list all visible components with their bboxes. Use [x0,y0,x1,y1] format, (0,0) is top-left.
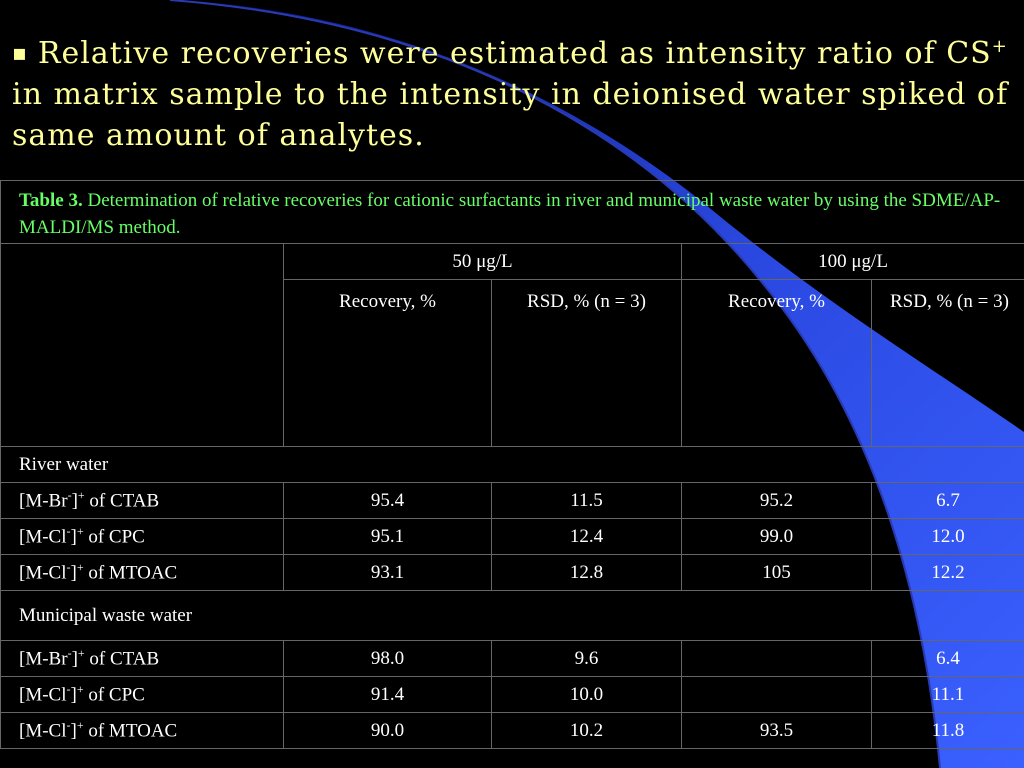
table-cell: 11.5 [491,482,682,519]
table-cell [681,676,872,713]
table-cell: 93.1 [283,554,492,591]
subheader-rsd-50: RSD, % (n = 3) [491,279,682,447]
caption-row: Table 3. Determination of relative recov… [0,180,1024,244]
row-label: [M-Cl-]+ of MTOAC [0,712,284,749]
table-row: [M-Cl-]+ of CPC 95.1 12.4 99.0 12.0 [0,518,1024,555]
row-label: [M-Cl-]+ of MTOAC [0,554,284,591]
row-label: [M-Cl-]+ of CPC [0,518,284,555]
bullet-icon: ▪ [12,41,28,66]
row-label: [M-Cl-]+ of CPC [0,676,284,713]
table-cell: 12.4 [491,518,682,555]
table-cell: 11.1 [870,676,1024,713]
group-header-row: 50 μg/L 100 μg/L [0,243,1024,447]
table-cell: 6.7 [870,482,1024,519]
table-cell [681,640,872,677]
section-row-municipal: Municipal waste water [0,590,1024,641]
slide-title: ▪ Relative recoveries were estimated as i… [12,26,1012,156]
table-cell: 105 [681,554,872,591]
table-cell: 11.8 [870,712,1024,749]
table-cell: 12.0 [870,518,1024,555]
table-row: [M-Br-]+ of CTAB 95.4 11.5 95.2 6.7 [0,482,1024,519]
table-row: [M-Cl-]+ of MTOAC 93.1 12.8 105 12.2 [0,554,1024,591]
table-cell: 9.6 [491,640,682,677]
subheader-row: Recovery, % RSD, % (n = 3) Recovery, % R… [1,279,1024,447]
table-cell: 95.2 [681,482,872,519]
table-cell: 90.0 [283,712,492,749]
table-cell: 10.2 [491,712,682,749]
table-cell: 12.2 [870,554,1024,591]
row-label: [M-Br-]+ of CTAB [0,482,284,519]
table-cell: 10.0 [491,676,682,713]
title-text-part2: in matrix sample to the intensity in dei… [12,77,1009,153]
caption-label: Table 3. [19,190,83,211]
group-header-50: 50 μg/L [283,243,682,280]
subheader-recovery-50: Recovery, % [283,279,492,447]
section-label: Municipal waste water [0,590,1024,641]
table-cell: 91.4 [283,676,492,713]
table-cell: 99.0 [681,518,872,555]
title-text-part1: Relative recoveries were estimated as in… [37,36,992,71]
empty-corner-cell [0,243,284,447]
table-cell: 95.1 [283,518,492,555]
row-label: [M-Br-]+ of CTAB [0,640,284,677]
table-cell: 98.0 [283,640,492,677]
recovery-table: Table 3. Determination of relative recov… [0,180,1024,749]
table-cell: 95.4 [283,482,492,519]
section-label: River water [0,446,1024,483]
table-caption: Table 3. Determination of relative recov… [0,180,1024,244]
table-cell: 6.4 [870,640,1024,677]
title-superscript: + [991,36,1008,57]
table-row: [M-Cl-]+ of CPC 91.4 10.0 11.1 [0,676,1024,713]
table-cell: 93.5 [681,712,872,749]
table-cell: 12.8 [491,554,682,591]
subheader-recovery-100: Recovery, % [681,279,872,447]
subheader-rsd-100: RSD, % (n = 3) [870,279,1024,447]
table-row: [M-Br-]+ of CTAB 98.0 9.6 6.4 [0,640,1024,677]
group-header-100: 100 μg/L [680,243,1024,280]
table-row: [M-Cl-]+ of MTOAC 90.0 10.2 93.5 11.8 [0,712,1024,749]
caption-text: Determination of relative recoveries for… [19,190,1001,238]
section-row-river: River water [0,446,1024,483]
